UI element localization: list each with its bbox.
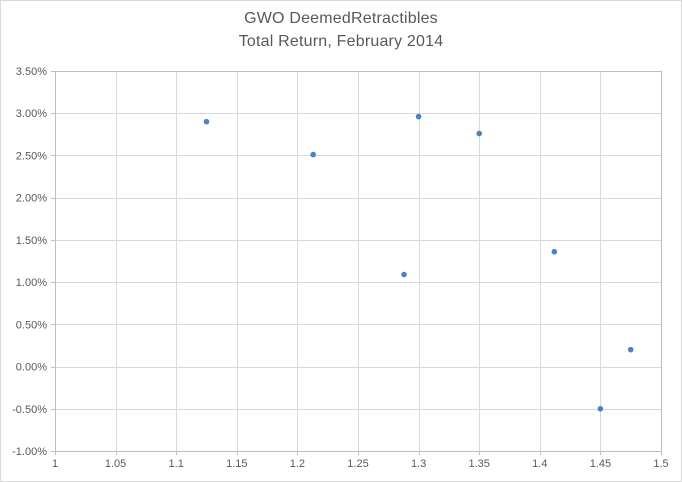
y-axis-tick-label: 1.50%: [16, 235, 47, 247]
chart-title-line-2: Total Return, February 2014: [238, 33, 444, 50]
x-axis-tick-label: 1.1: [169, 458, 184, 470]
data-point: [551, 248, 558, 255]
x-axis-tick-label: 1: [52, 458, 58, 470]
x-axis-tick-label: 1.3: [411, 458, 426, 470]
y-axis-tick-label: -1.00%: [12, 446, 47, 458]
data-point: [203, 118, 210, 125]
chart-title-line-1: GWO DeemedRetractibles: [244, 10, 438, 27]
y-axis-tick-label: 3.50%: [16, 66, 47, 78]
y-axis-tick-label: 2.00%: [16, 193, 47, 205]
y-axis-tick-label: 0.00%: [16, 362, 47, 374]
y-axis-tick-label: 3.00%: [16, 108, 47, 120]
data-point: [597, 405, 604, 412]
y-axis-tick-label: 1.00%: [16, 277, 47, 289]
y-axis-tick-label: 2.50%: [16, 150, 47, 162]
x-axis-tick-label: 1.2: [290, 458, 305, 470]
x-axis-tick-label: 1.25: [347, 458, 368, 470]
x-axis-tick-label: 1.15: [226, 458, 247, 470]
data-point: [476, 130, 483, 137]
data-point: [415, 113, 422, 120]
y-axis-tick-label: -0.50%: [12, 404, 47, 416]
x-axis-tick-label: 1.4: [532, 458, 547, 470]
x-axis-tick-label: 1.45: [590, 458, 611, 470]
x-axis-tick-label: 1.5: [653, 458, 668, 470]
data-point: [310, 151, 316, 158]
y-axis-tick-label: 0.50%: [16, 319, 47, 331]
data-point: [401, 271, 407, 278]
data-point: [627, 346, 634, 353]
chart-title: GWO DeemedRetractibles Total Return, Feb…: [1, 7, 681, 53]
x-axis-tick-label: 1.35: [468, 458, 489, 470]
x-axis-tick-label: 1.05: [105, 458, 126, 470]
